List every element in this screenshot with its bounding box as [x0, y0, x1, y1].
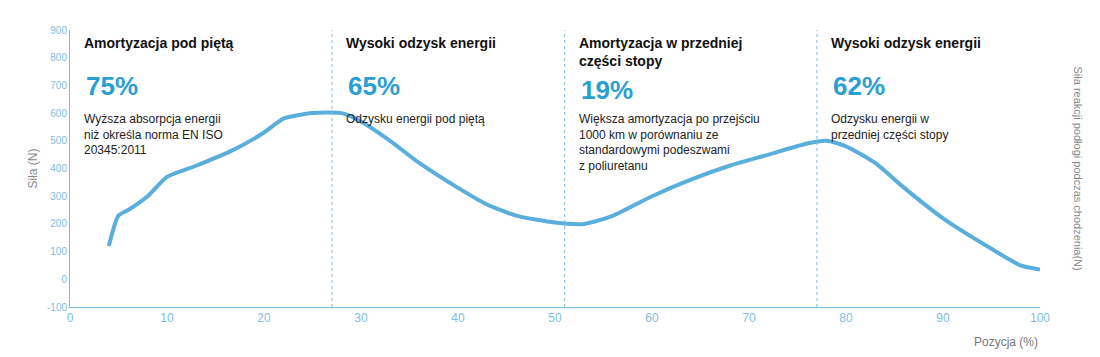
svg-text:100: 100 — [1030, 311, 1050, 325]
svg-text:-100: -100 — [47, 302, 67, 313]
svg-text:75%: 75% — [86, 71, 138, 101]
svg-text:80: 80 — [839, 311, 853, 325]
svg-text:900: 900 — [50, 25, 67, 36]
svg-text:600: 600 — [50, 108, 67, 119]
svg-text:10: 10 — [160, 311, 174, 325]
svg-text:20: 20 — [257, 311, 271, 325]
svg-text:400: 400 — [50, 163, 67, 174]
svg-text:Wyższa absorpcja energiiniż ok: Wyższa absorpcja energiiniż określa norm… — [84, 112, 223, 157]
svg-text:Większa amortyzacja po przejśc: Większa amortyzacja po przejściu1000 km … — [579, 112, 760, 173]
svg-text:50: 50 — [548, 311, 562, 325]
svg-text:0: 0 — [61, 274, 67, 285]
svg-text:Amortyzacja w przedniejczęści: Amortyzacja w przedniejczęści stopy — [579, 35, 742, 69]
svg-text:200: 200 — [50, 218, 67, 229]
svg-text:0: 0 — [67, 311, 74, 325]
svg-text:Wysoki odzysk energii: Wysoki odzysk energii — [831, 35, 981, 51]
svg-text:Pozycja (%): Pozycja (%) — [974, 335, 1038, 349]
svg-text:62%: 62% — [833, 71, 885, 101]
svg-text:Odzysku energii pod piętą: Odzysku energii pod piętą — [346, 112, 485, 126]
svg-text:30: 30 — [354, 311, 368, 325]
svg-text:800: 800 — [50, 52, 67, 63]
svg-text:90: 90 — [936, 311, 950, 325]
svg-text:500: 500 — [50, 135, 67, 146]
svg-text:70: 70 — [742, 311, 756, 325]
svg-text:40: 40 — [451, 311, 465, 325]
svg-text:Siła (N): Siła (N) — [26, 148, 40, 188]
svg-text:300: 300 — [50, 191, 67, 202]
svg-text:65%: 65% — [348, 71, 400, 101]
svg-text:Amortyzacja pod piętą: Amortyzacja pod piętą — [84, 35, 234, 51]
svg-text:60: 60 — [645, 311, 659, 325]
svg-text:Siła reakcji podłogi podczas c: Siła reakcji podłogi podczas chodzenia(N… — [1072, 67, 1084, 271]
svg-text:100: 100 — [50, 246, 67, 257]
svg-text:700: 700 — [50, 80, 67, 91]
svg-text:Wysoki odzysk energii: Wysoki odzysk energii — [346, 35, 496, 51]
svg-text:19%: 19% — [581, 75, 633, 105]
svg-text:Odzysku energii wprzedniej czę: Odzysku energii wprzedniej części stopy — [831, 112, 948, 142]
